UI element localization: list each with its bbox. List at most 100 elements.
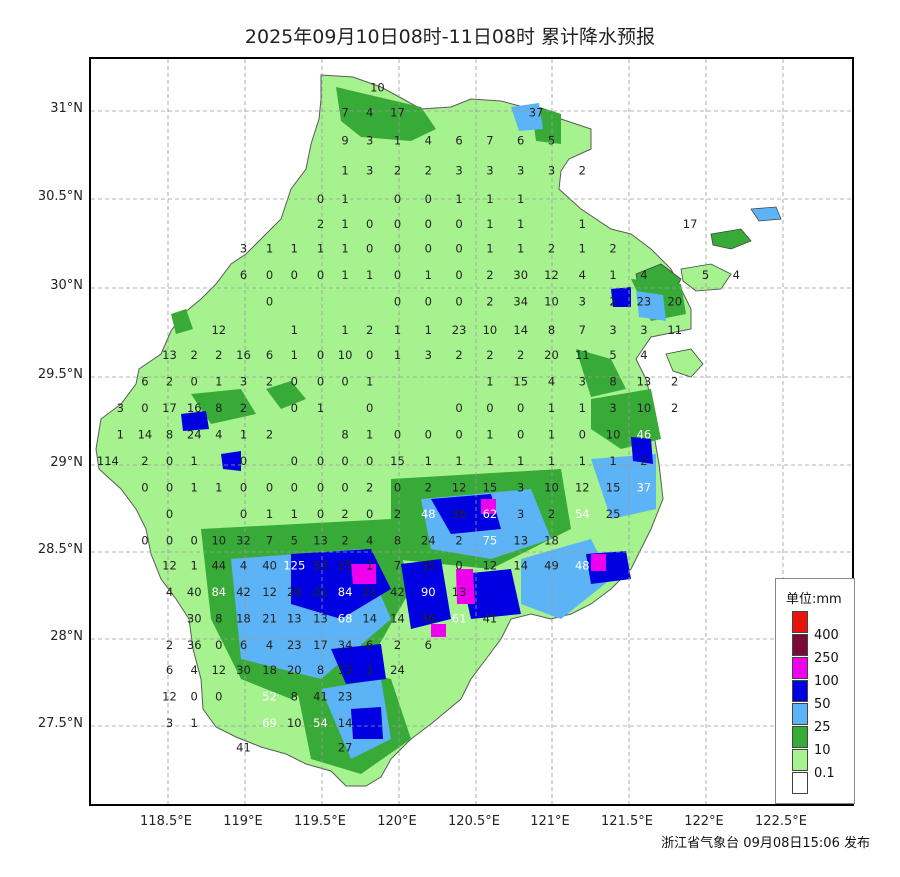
station-value: 13 — [313, 534, 328, 548]
station-value: 0 — [317, 507, 324, 521]
station-value: 1 — [266, 507, 273, 521]
station-value: 12 — [262, 585, 277, 599]
station-value: 4 — [215, 428, 222, 442]
legend-swatch-0-1 — [792, 749, 808, 771]
station-value: 1 — [425, 323, 432, 337]
station-value: 0 — [317, 192, 324, 206]
station-value: 0 — [291, 481, 298, 495]
station-value: 0 — [366, 242, 373, 256]
station-value: 1 — [341, 164, 348, 178]
station-value: 17 — [390, 105, 405, 119]
issuer-footer: 浙江省气象台 09月08日15:06 发布 — [661, 836, 870, 851]
station-value: 3 — [366, 134, 373, 148]
station-value: 2 — [394, 507, 401, 521]
station-value: 1 — [366, 374, 373, 388]
station-value: 125 — [283, 558, 305, 572]
station-value: 35 — [421, 558, 436, 572]
station-value: 0 — [240, 481, 247, 495]
station-value: 2 — [317, 217, 324, 231]
station-value: 0 — [291, 401, 298, 415]
station-value: 21 — [362, 585, 377, 599]
station-value: 40 — [187, 585, 202, 599]
station-value: 2 — [141, 454, 148, 468]
station-value: 30 — [236, 663, 251, 677]
station-value: 8 — [394, 534, 401, 548]
station-value: 54 — [575, 507, 590, 521]
station-value: 1 — [291, 507, 298, 521]
station-value: 46 — [637, 428, 652, 442]
station-value: 48 — [421, 507, 436, 521]
station-value: 5 — [548, 134, 555, 148]
station-values: 107 4 17 379 3 1 4 6 7 6 51 3 2 2 3 3 3 3 20 1 0 0 1 1 12 1 0 0 0 0 1 1… — [97, 81, 740, 755]
station-value: 10 — [544, 295, 559, 309]
graticule — [91, 59, 852, 804]
legend-swatch-25 — [792, 703, 808, 725]
legend-label: 0.1 — [814, 766, 835, 781]
station-value: 1 — [291, 323, 298, 337]
station-value: 1 — [366, 428, 373, 442]
lon-label: 121°E — [530, 814, 570, 829]
station-value: 18 — [236, 612, 251, 626]
station-value: 68 — [338, 612, 353, 626]
station-value: 3 — [609, 401, 616, 415]
station-value: 24 — [187, 428, 202, 442]
station-value: 3 — [517, 481, 524, 495]
station-value: 1 — [486, 454, 493, 468]
station-value: 0 — [455, 217, 462, 231]
station-value: 0 — [266, 295, 273, 309]
station-value: 34 — [513, 295, 528, 309]
station-value: 12 — [575, 481, 590, 495]
station-value: 8 — [548, 323, 555, 337]
station-value: 2 — [548, 507, 555, 521]
station-value: 1 — [486, 242, 493, 256]
station-value: 1 — [486, 428, 493, 442]
station-value: 1 — [117, 428, 124, 442]
station-value: 0 — [317, 374, 324, 388]
station-value: 14 — [513, 558, 528, 572]
lat-label: 29°N — [50, 455, 83, 470]
legend-label: 400 — [814, 628, 839, 643]
station-value: 8 — [609, 374, 616, 388]
station-value: 1 — [425, 268, 432, 282]
station-value: 1 — [191, 558, 198, 572]
station-value: 7 — [486, 134, 493, 148]
station-value: 2 — [425, 164, 432, 178]
station-value: 0 — [394, 295, 401, 309]
station-value: 2 — [486, 348, 493, 362]
station-value: 12 — [211, 323, 226, 337]
station-value: 2 — [394, 164, 401, 178]
station-value: 3 — [517, 507, 524, 521]
station-value: 10 — [287, 716, 302, 730]
station-value: 8 — [215, 401, 222, 415]
station-value: 9 — [341, 134, 348, 148]
station-value: 7 — [266, 534, 273, 548]
station-value: 4 — [548, 374, 555, 388]
station-value: 1 — [517, 192, 524, 206]
island-5 — [750, 206, 782, 222]
station-value: 1 — [455, 454, 462, 468]
station-value: 13 — [637, 374, 652, 388]
station-value: 4 — [579, 268, 586, 282]
station-value: 12 — [162, 558, 177, 572]
station-value: 72 — [658, 454, 673, 468]
station-value: 0 — [455, 242, 462, 256]
station-value: 1 — [579, 242, 586, 256]
lat-label: 30°N — [50, 278, 83, 293]
lat-label: 28°N — [50, 629, 83, 644]
station-value: 2 — [366, 323, 373, 337]
station-value: 15 — [513, 374, 528, 388]
station-value: 16 — [236, 348, 251, 362]
station-value: 1 — [548, 454, 555, 468]
station-value: 69 — [262, 716, 277, 730]
lat-label: 31°N — [50, 101, 83, 116]
station-value: 3 — [579, 374, 586, 388]
station-value: 2 — [455, 534, 462, 548]
station-value: 2 — [266, 428, 273, 442]
station-value: 0 — [455, 558, 462, 572]
station-value: 7 — [579, 323, 586, 337]
station-value: 6 — [166, 663, 173, 677]
station-value: 5 — [291, 534, 298, 548]
station-value: 10 — [483, 323, 498, 337]
station-value: 0 — [394, 217, 401, 231]
station-value: 5 — [609, 348, 616, 362]
